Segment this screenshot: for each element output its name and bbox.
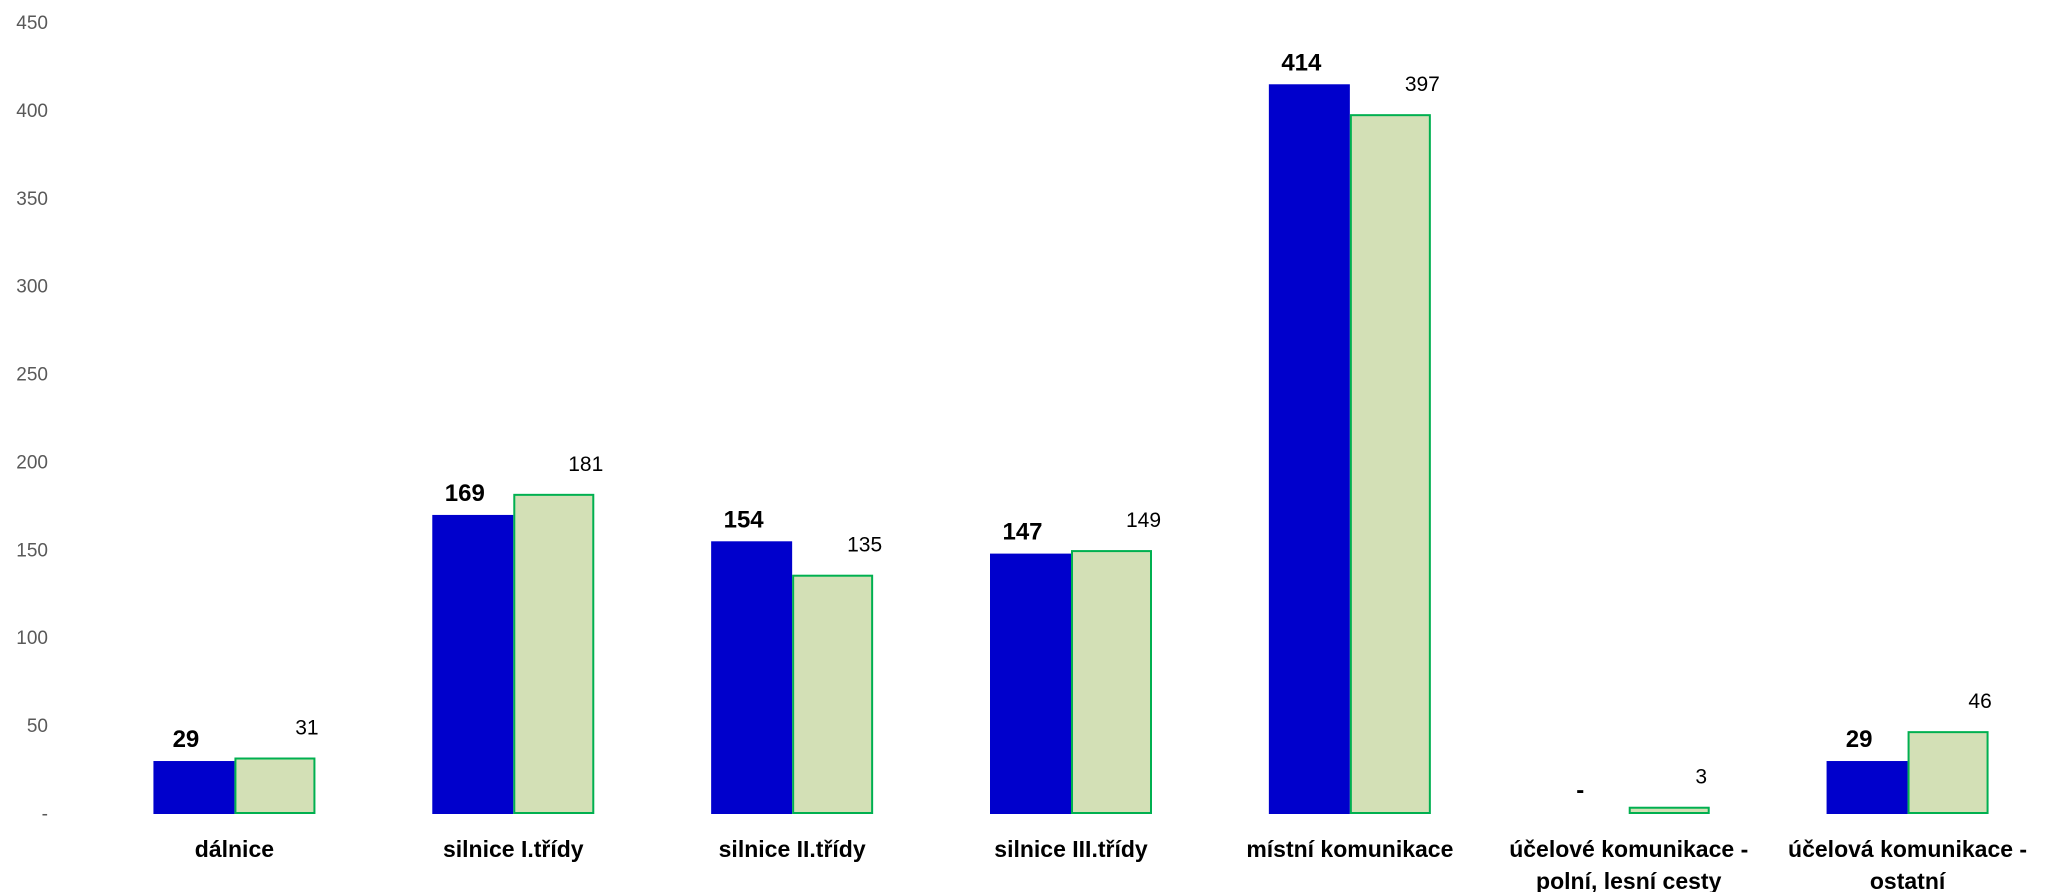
bar-series-2-1 [513, 493, 595, 814]
bar-series-2-3 [1071, 550, 1152, 814]
data-label-series-2: 397 [1405, 73, 1440, 96]
data-label-series-2: 135 [847, 534, 882, 557]
category-label: účelové komunikace - [1509, 836, 1748, 862]
x-axis: dálnice silnice I.třídy silnice II.třídy si… [195, 836, 2027, 892]
data-label-series-1: - [1576, 777, 1584, 804]
data-label-series-1: 29 [173, 726, 200, 753]
bars [153, 84, 1989, 815]
category-label: účelová komunikace - [1788, 836, 2027, 862]
y-tick-label: - [42, 804, 48, 825]
y-tick-label: 200 [16, 452, 48, 473]
bar-series-2-2 [792, 574, 874, 815]
y-tick-label: 400 [16, 101, 48, 122]
bar-series-2-5 [1628, 806, 1710, 815]
data-label-series-2: 181 [568, 453, 603, 476]
y-tick-label: 100 [16, 628, 48, 649]
category-label: polní, lesní cesty [1536, 868, 1722, 892]
y-tick-label: 350 [16, 189, 48, 210]
y-axis: - 50 100 150 200 250 300 350 400 450 [16, 13, 48, 825]
bar-series-1-0 [153, 761, 235, 814]
data-label-series-1: 29 [1846, 726, 1873, 753]
bar-series-1-4 [1268, 84, 1350, 814]
category-label: silnice III.třídy [994, 836, 1148, 862]
y-tick-label: 150 [16, 540, 48, 561]
bar-series-1-2 [711, 541, 793, 815]
data-label-series-1: 169 [445, 480, 485, 507]
data-label-series-2: 46 [1968, 690, 1991, 713]
data-label-series-2: 31 [295, 717, 318, 740]
data-label-series-2: 149 [1126, 509, 1161, 532]
data-label-series-2: 3 [1695, 766, 1707, 789]
category-label: silnice II.třídy [719, 836, 866, 862]
category-label: ostatní [1870, 868, 1947, 892]
category-label: dálnice [195, 836, 274, 862]
bar-series-1-1 [432, 514, 514, 814]
data-labels: 29 31 169 181 154 135 147 149 414 397 - 3 29 46 [173, 49, 1992, 804]
bar-series-2-6 [1907, 731, 1989, 814]
data-label-series-1: 414 [1281, 49, 1322, 76]
bar-series-1-3 [990, 553, 1071, 815]
bar-series-2-4 [1349, 114, 1431, 814]
y-tick-label: 250 [16, 365, 48, 386]
y-tick-label: 300 [16, 277, 48, 298]
y-tick-label: 50 [27, 716, 48, 737]
category-label: silnice I.třídy [443, 836, 584, 862]
y-tick-label: 450 [16, 13, 48, 34]
bar-series-2-0 [234, 757, 316, 815]
data-label-series-1: 154 [724, 506, 765, 533]
data-label-series-1: 147 [1002, 519, 1042, 546]
bar-series-1-6 [1826, 761, 1908, 814]
category-label: místní komunikace [1246, 836, 1453, 862]
